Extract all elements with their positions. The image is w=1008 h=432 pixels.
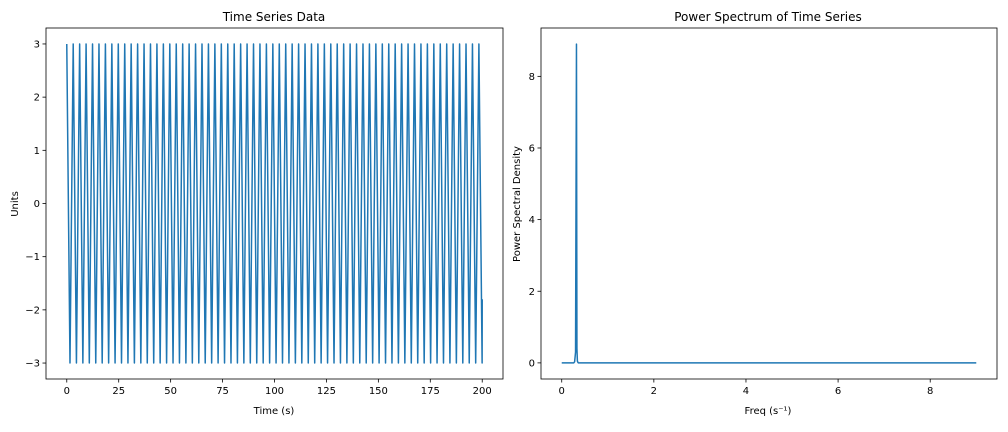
time-series-x-tick-label: 75 <box>216 386 229 397</box>
power-spectrum-plot-area <box>561 43 977 364</box>
time-series-title: Time Series Data <box>222 10 326 24</box>
time-series-x-tick-label: 25 <box>112 386 125 397</box>
time-series-y-tick-label: 3 <box>34 39 40 50</box>
power-spectrum-x-tick-label: 2 <box>651 386 657 397</box>
time-series-y-axis-label: Units <box>10 191 21 217</box>
power-spectrum-y-axis-label: Power Spectral Density <box>512 146 523 262</box>
power-spectrum-x-axis-label: Freq (s⁻¹) <box>745 406 792 417</box>
time-series-x-tick-label: 0 <box>64 386 70 397</box>
time-series-x-tick-label: 125 <box>317 386 336 397</box>
power-spectrum-axes-frame <box>540 27 998 380</box>
time-series-x-tick-label: 175 <box>421 386 440 397</box>
time-series-y-tick-label: −1 <box>25 252 40 263</box>
time-series-y-tick-label: 2 <box>34 93 40 104</box>
power-spectrum-y-ticks: 0 2 4 6 8 <box>529 72 541 369</box>
power-spectrum-x-tick-label: 0 <box>559 386 565 397</box>
power-spectrum-chart: Power Spectrum of Time Series 0 2 4 6 8 0 2 4 6… <box>512 10 998 417</box>
power-spectrum-x-ticks: 0 2 4 6 8 <box>559 379 933 397</box>
power-spectrum-y-tick-label: 4 <box>529 215 535 226</box>
time-series-y-tick-label: 1 <box>34 146 40 157</box>
time-series-y-tick-label: −3 <box>25 359 40 370</box>
power-spectrum-x-tick-label: 6 <box>835 386 841 397</box>
power-spectrum-x-tick-label: 8 <box>927 386 933 397</box>
time-series-y-tick-label: −2 <box>25 305 40 316</box>
power-spectrum-x-tick-label: 4 <box>743 386 749 397</box>
power-spectrum-y-tick-label: 8 <box>529 72 535 83</box>
time-series-x-axis-label: Time (s) <box>253 406 295 417</box>
time-series-plot-area <box>66 43 483 364</box>
power-spectrum-series-line <box>561 43 977 364</box>
time-series-x-tick-label: 150 <box>369 386 388 397</box>
time-series-x-tick-label: 200 <box>473 386 492 397</box>
power-spectrum-y-tick-label: 6 <box>529 143 535 154</box>
time-series-y-tick-label: 0 <box>34 199 40 210</box>
time-series-x-tick-label: 50 <box>164 386 177 397</box>
time-series-chart: Time Series Data 0 25 50 75 100 125 150 175 200 … <box>10 10 504 417</box>
time-series-x-ticks: 0 25 50 75 100 125 150 175 200 <box>64 379 492 397</box>
time-series-x-tick-label: 100 <box>265 386 284 397</box>
time-series-y-ticks: −3 −2 −1 0 1 2 3 <box>25 39 46 370</box>
power-spectrum-y-tick-label: 2 <box>529 287 535 298</box>
power-spectrum-title: Power Spectrum of Time Series <box>674 10 862 24</box>
time-series-series-line <box>66 43 483 364</box>
power-spectrum-y-tick-label: 0 <box>529 358 535 369</box>
